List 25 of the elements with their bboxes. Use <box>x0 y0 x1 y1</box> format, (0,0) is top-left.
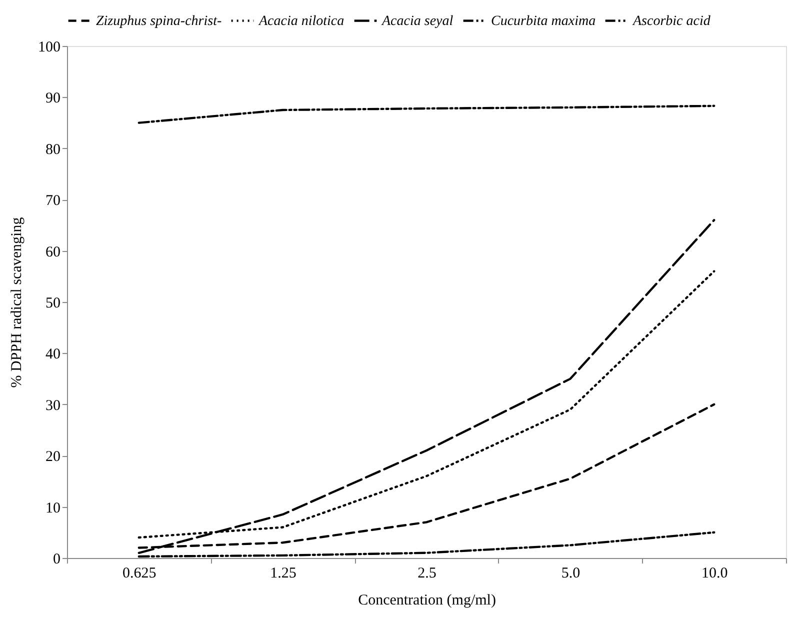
legend-label: Cucurbita maxima <box>491 14 596 29</box>
x-tick-label: 0.625 <box>122 566 156 582</box>
legend-label: Ascorbic acid <box>632 14 712 29</box>
x-tick-label: 1.25 <box>270 566 296 582</box>
y-tick-label: 60 <box>46 244 60 260</box>
x-axis-title: Concentration (mg/ml) <box>358 592 496 608</box>
legend-label: Acacia seyal <box>381 14 454 29</box>
legend-label: Zizuphus spina-christ- <box>96 14 222 29</box>
y-tick-label: 80 <box>46 142 60 158</box>
y-tick-label: 70 <box>46 193 60 210</box>
x-tick-label: 2.5 <box>418 566 436 582</box>
y-tick-label: 30 <box>46 398 60 414</box>
x-tick-label: 10.0 <box>701 566 728 582</box>
y-tick-label: 100 <box>38 40 60 56</box>
y-tick-label: 10 <box>46 500 60 516</box>
y-tick-label: 0 <box>53 552 60 568</box>
y-axis-title: % DPPH radical scavenging <box>9 216 25 388</box>
line-series <box>138 104 716 124</box>
line-series <box>138 218 716 554</box>
y-tick-label: 90 <box>46 90 60 107</box>
y-tick-label: 50 <box>46 296 60 312</box>
legend-label: Acacia nilotica <box>258 14 344 29</box>
x-tick-label: 5.0 <box>561 566 580 582</box>
y-tick-label: 40 <box>46 346 60 363</box>
y-tick-label: 20 <box>46 449 60 466</box>
